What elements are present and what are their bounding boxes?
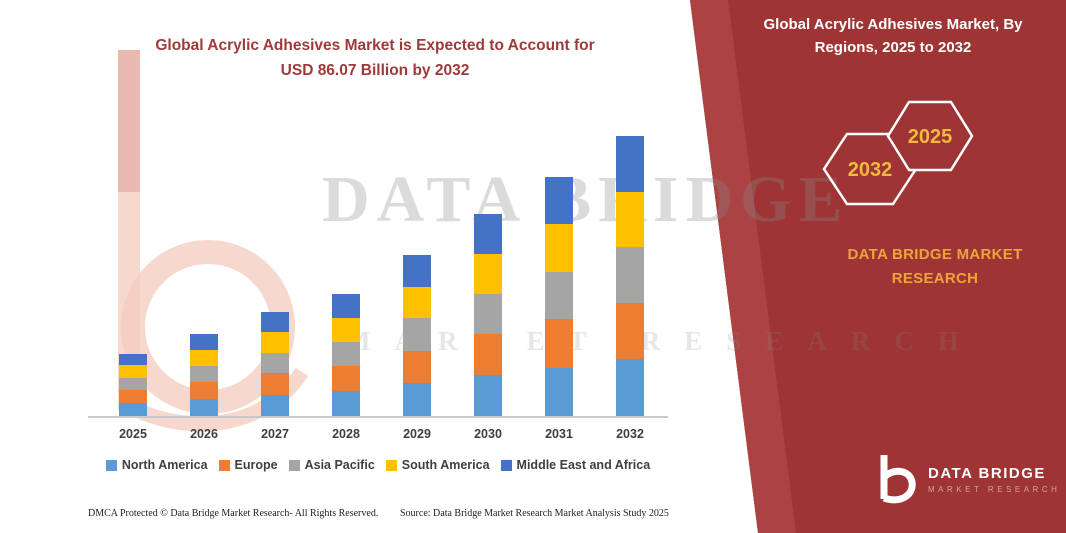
- bar-segment-asia-pacific: [474, 294, 502, 335]
- bar-segment-asia-pacific: [403, 318, 431, 351]
- legend: North America Europe Asia Pacific South Ame…: [80, 458, 676, 472]
- legend-item-south-america: South America: [385, 458, 490, 472]
- bar-segment-europe: [261, 373, 289, 395]
- bar-segment-europe: [545, 319, 573, 368]
- x-axis-label-2029: 2029: [403, 427, 431, 441]
- legend-item-north-america: North America: [105, 458, 208, 472]
- stacked-bar-2029: [403, 254, 431, 416]
- watermark-text-marketresearch: MARKET RESEARCH: [345, 326, 983, 356]
- stacked-bar-2030: [474, 213, 502, 416]
- bar-segment-middle-east-and-africa: [261, 311, 289, 333]
- footer: DMCA Protected © Data Bridge Market Rese…: [88, 508, 688, 519]
- stacked-bar-2031: [545, 176, 573, 416]
- bar-segment-north-america: [403, 383, 431, 416]
- watermark-text-databridge: DATA BRIDGE: [322, 163, 850, 236]
- bar-segment-europe: [332, 366, 360, 391]
- bar-segment-asia-pacific: [119, 377, 147, 391]
- legend-label: North America: [121, 458, 208, 472]
- chart-title: Global Acrylic Adhesives Market is Expec…: [100, 34, 650, 84]
- bar-segment-asia-pacific: [545, 271, 573, 320]
- bar-segment-south-america: [616, 191, 644, 248]
- bar-segment-europe: [616, 303, 644, 360]
- bar-segment-asia-pacific: [332, 341, 360, 367]
- bar-segment-middle-east-and-africa: [474, 213, 502, 254]
- x-axis-label-2031: 2031: [545, 427, 573, 441]
- logo-tagline: MARKET RESEARCH: [928, 484, 1061, 494]
- stacked-bar-2025: [119, 353, 147, 416]
- legend-item-middle-east-and-africa: Middle East and Africa: [500, 458, 651, 472]
- x-axis-label-2030: 2030: [474, 427, 502, 441]
- bar-segment-south-america: [261, 332, 289, 353]
- bar-segment-middle-east-and-africa: [403, 254, 431, 287]
- bar-segment-middle-east-and-africa: [190, 334, 218, 350]
- logo-text-block: DATA BRIDGE MARKET RESEARCH: [928, 465, 1060, 494]
- bar-segment-middle-east-and-africa: [332, 293, 360, 318]
- x-axis-label-2026: 2026: [190, 427, 218, 441]
- stacked-bar-2032: [616, 136, 644, 416]
- bar-segment-south-america: [119, 365, 147, 378]
- bar-segment-south-america: [332, 317, 360, 342]
- x-axis-label-2027: 2027: [261, 427, 289, 441]
- bar-segment-south-america: [190, 349, 218, 366]
- bar-segment-south-america: [474, 253, 502, 295]
- footer-dmca-text: DMCA Protected © Data Bridge Market Rese…: [88, 508, 379, 519]
- logo-name: DATA BRIDGE: [928, 464, 1046, 482]
- footer-source-text: Source: Data Bridge Market Research Mark…: [400, 508, 669, 519]
- bar-segment-north-america: [119, 402, 147, 416]
- stacked-bar-2027: [261, 311, 289, 416]
- bar-segment-europe: [119, 390, 147, 403]
- bar-segment-north-america: [261, 394, 289, 416]
- hexagon-year-front: 2025: [908, 126, 953, 148]
- bar-segment-south-america: [403, 286, 431, 319]
- legend-label: Asia Pacific: [304, 458, 375, 472]
- bar-segment-europe: [190, 382, 218, 399]
- x-axis-labels: 2025 2026 2027 2028 2029 2030 2031 2032: [88, 427, 668, 445]
- bar-segment-north-america: [332, 391, 360, 416]
- chart-title-line1: Global Acrylic Adhesives Market is Expec…: [155, 37, 595, 54]
- bar-segment-north-america: [190, 398, 218, 416]
- bar-segment-south-america: [545, 224, 573, 272]
- hexagon-year-back: 2032: [848, 159, 893, 181]
- bar-segment-north-america: [616, 359, 644, 416]
- bar-segment-middle-east-and-africa: [545, 176, 573, 225]
- x-axis-label-2032: 2032: [616, 427, 644, 441]
- bar-segment-middle-east-and-africa: [616, 136, 644, 192]
- stacked-bar-2028: [332, 293, 360, 416]
- hexagon-2025: [886, 100, 974, 172]
- brand-text: DATA BRIDGE MARKET RESEARCH: [847, 246, 1023, 287]
- bar-segment-asia-pacific: [190, 365, 218, 383]
- legend-label: Europe: [234, 458, 278, 472]
- panel-title-line2: Regions, 2025 to 2032: [814, 39, 972, 57]
- stacked-bar-2026: [190, 334, 218, 416]
- legend-swatch: [105, 459, 117, 471]
- legend-label: Middle East and Africa: [516, 458, 651, 472]
- legend-swatch: [385, 459, 397, 471]
- x-axis-label-2025: 2025: [119, 427, 147, 441]
- chart-title-line2: USD 86.07 Billion by 2032: [280, 61, 470, 79]
- plot-area: [88, 136, 668, 418]
- legend-swatch: [288, 459, 300, 471]
- legend-item-asia-pacific: Asia Pacific: [288, 458, 375, 472]
- panel-title: Global Acrylic Adhesives Market, By Regi…: [740, 13, 1046, 60]
- bar-segment-europe: [403, 350, 431, 384]
- bar-segment-north-america: [474, 375, 502, 416]
- year-hexagons: 2032 2025: [822, 100, 974, 206]
- legend-label: South America: [401, 458, 490, 472]
- bar-segment-asia-pacific: [616, 247, 644, 304]
- legend-item-europe: Europe: [218, 458, 278, 472]
- panel-title-line1: Global Acrylic Adhesives Market, By: [763, 16, 1023, 33]
- bar-segment-middle-east-and-africa: [119, 353, 147, 366]
- bar-segment-asia-pacific: [261, 352, 289, 374]
- bar-segment-north-america: [545, 367, 573, 416]
- databridge-b-icon: [880, 455, 916, 504]
- bar-segment-europe: [474, 334, 502, 375]
- x-axis-label-2028: 2028: [332, 427, 360, 441]
- legend-swatch: [500, 459, 512, 471]
- databridge-logo: DATA BRIDGE MARKET RESEARCH: [872, 452, 1060, 506]
- legend-swatch: [218, 459, 230, 471]
